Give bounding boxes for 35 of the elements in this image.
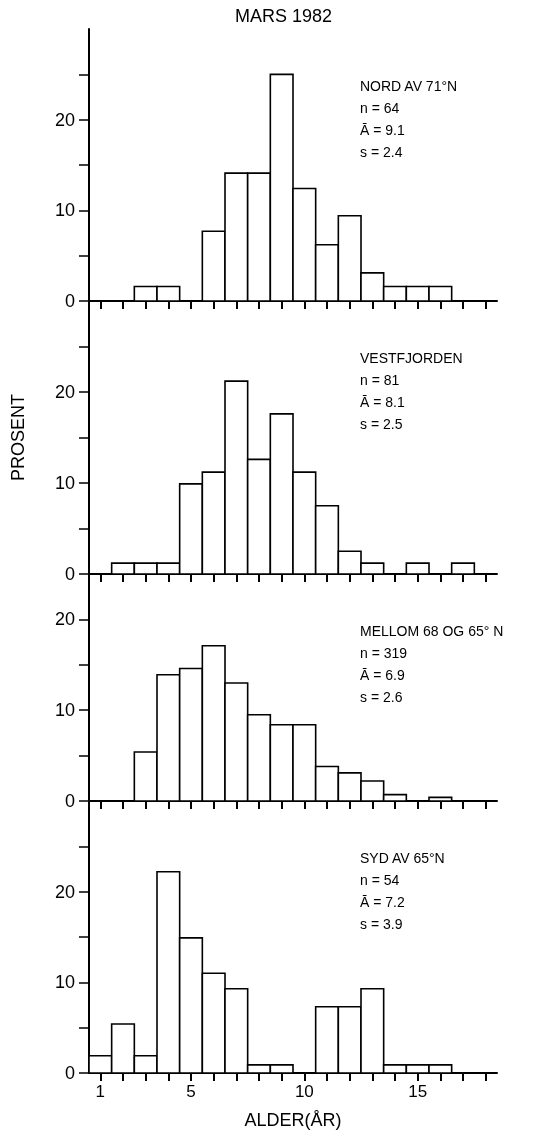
- y-tick-label: 10: [54, 200, 75, 221]
- annotation: SYD AV 65°N: [360, 850, 445, 866]
- annotation: s = 2.6: [360, 689, 403, 705]
- y-tick-label: 0: [64, 564, 75, 584]
- y-tick-label: 0: [64, 291, 75, 311]
- annotation: NORD AV 71°N: [360, 78, 458, 94]
- annotation: n = 64: [360, 100, 400, 116]
- y-tick-label: 0: [64, 1063, 75, 1083]
- y-tick-label: 0: [64, 791, 75, 811]
- annotation: Ā = 6.9: [360, 667, 405, 683]
- y-tick-label: 20: [54, 609, 75, 630]
- x-axis-title: ALDER(ÅR): [244, 1110, 342, 1130]
- annotation: s = 2.5: [360, 416, 403, 432]
- y-tick-label: 20: [54, 109, 75, 130]
- annotation: s = 3.9: [360, 916, 403, 932]
- annotation: Ā = 7.2: [360, 894, 405, 910]
- chart-title: MARS 1982: [235, 6, 333, 26]
- annotation: Ā = 9.1: [360, 122, 405, 138]
- y-tick-label: 10: [54, 972, 75, 993]
- annotation: Ā = 8.1: [360, 394, 405, 410]
- annotation: s = 2.4: [360, 144, 403, 160]
- y-tick-label: 20: [54, 881, 75, 902]
- annotation: n = 319: [360, 645, 408, 661]
- y-axis-title: PROSENT: [8, 393, 28, 482]
- x-tick-label: 10: [294, 1082, 314, 1101]
- annotation: VESTFJORDEN: [360, 350, 463, 366]
- annotation: n = 54: [360, 872, 400, 888]
- y-tick-label: 20: [54, 382, 75, 402]
- annotation: MELLOM 68 OG 65° N: [360, 623, 504, 639]
- annotation: n = 81: [360, 372, 400, 388]
- x-tick-label: 5: [186, 1082, 196, 1101]
- y-tick-label: 10: [54, 700, 75, 721]
- y-tick-label: 10: [54, 473, 75, 493]
- x-tick-label: 1: [95, 1082, 106, 1101]
- x-tick-label: 15: [408, 1082, 428, 1101]
